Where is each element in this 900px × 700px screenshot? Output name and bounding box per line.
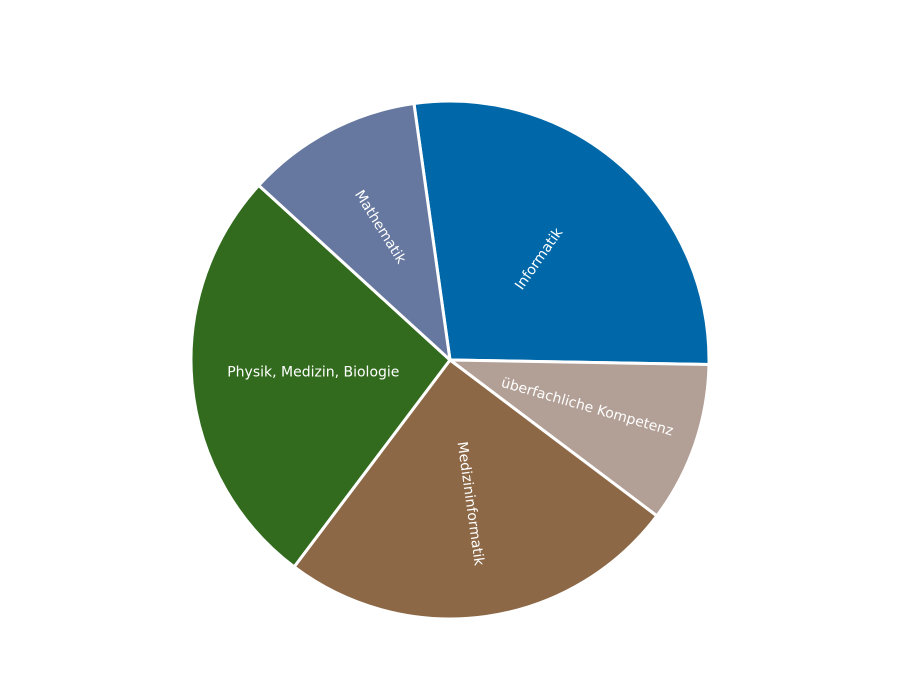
- pie-slice-mathematik: [257, 102, 452, 362]
- pie-slice-medizininformatik: [292, 358, 659, 621]
- slice-label-physik-medizin-biologie: Physik, Medizin, Biologie: [227, 365, 399, 381]
- pie-slice-ueberfachliche-kompetenz: [448, 358, 711, 518]
- pie-slice-physik-medizin-biologie: [189, 183, 452, 569]
- pie-slice-informatik: [412, 99, 711, 367]
- slices-layer: [189, 99, 711, 621]
